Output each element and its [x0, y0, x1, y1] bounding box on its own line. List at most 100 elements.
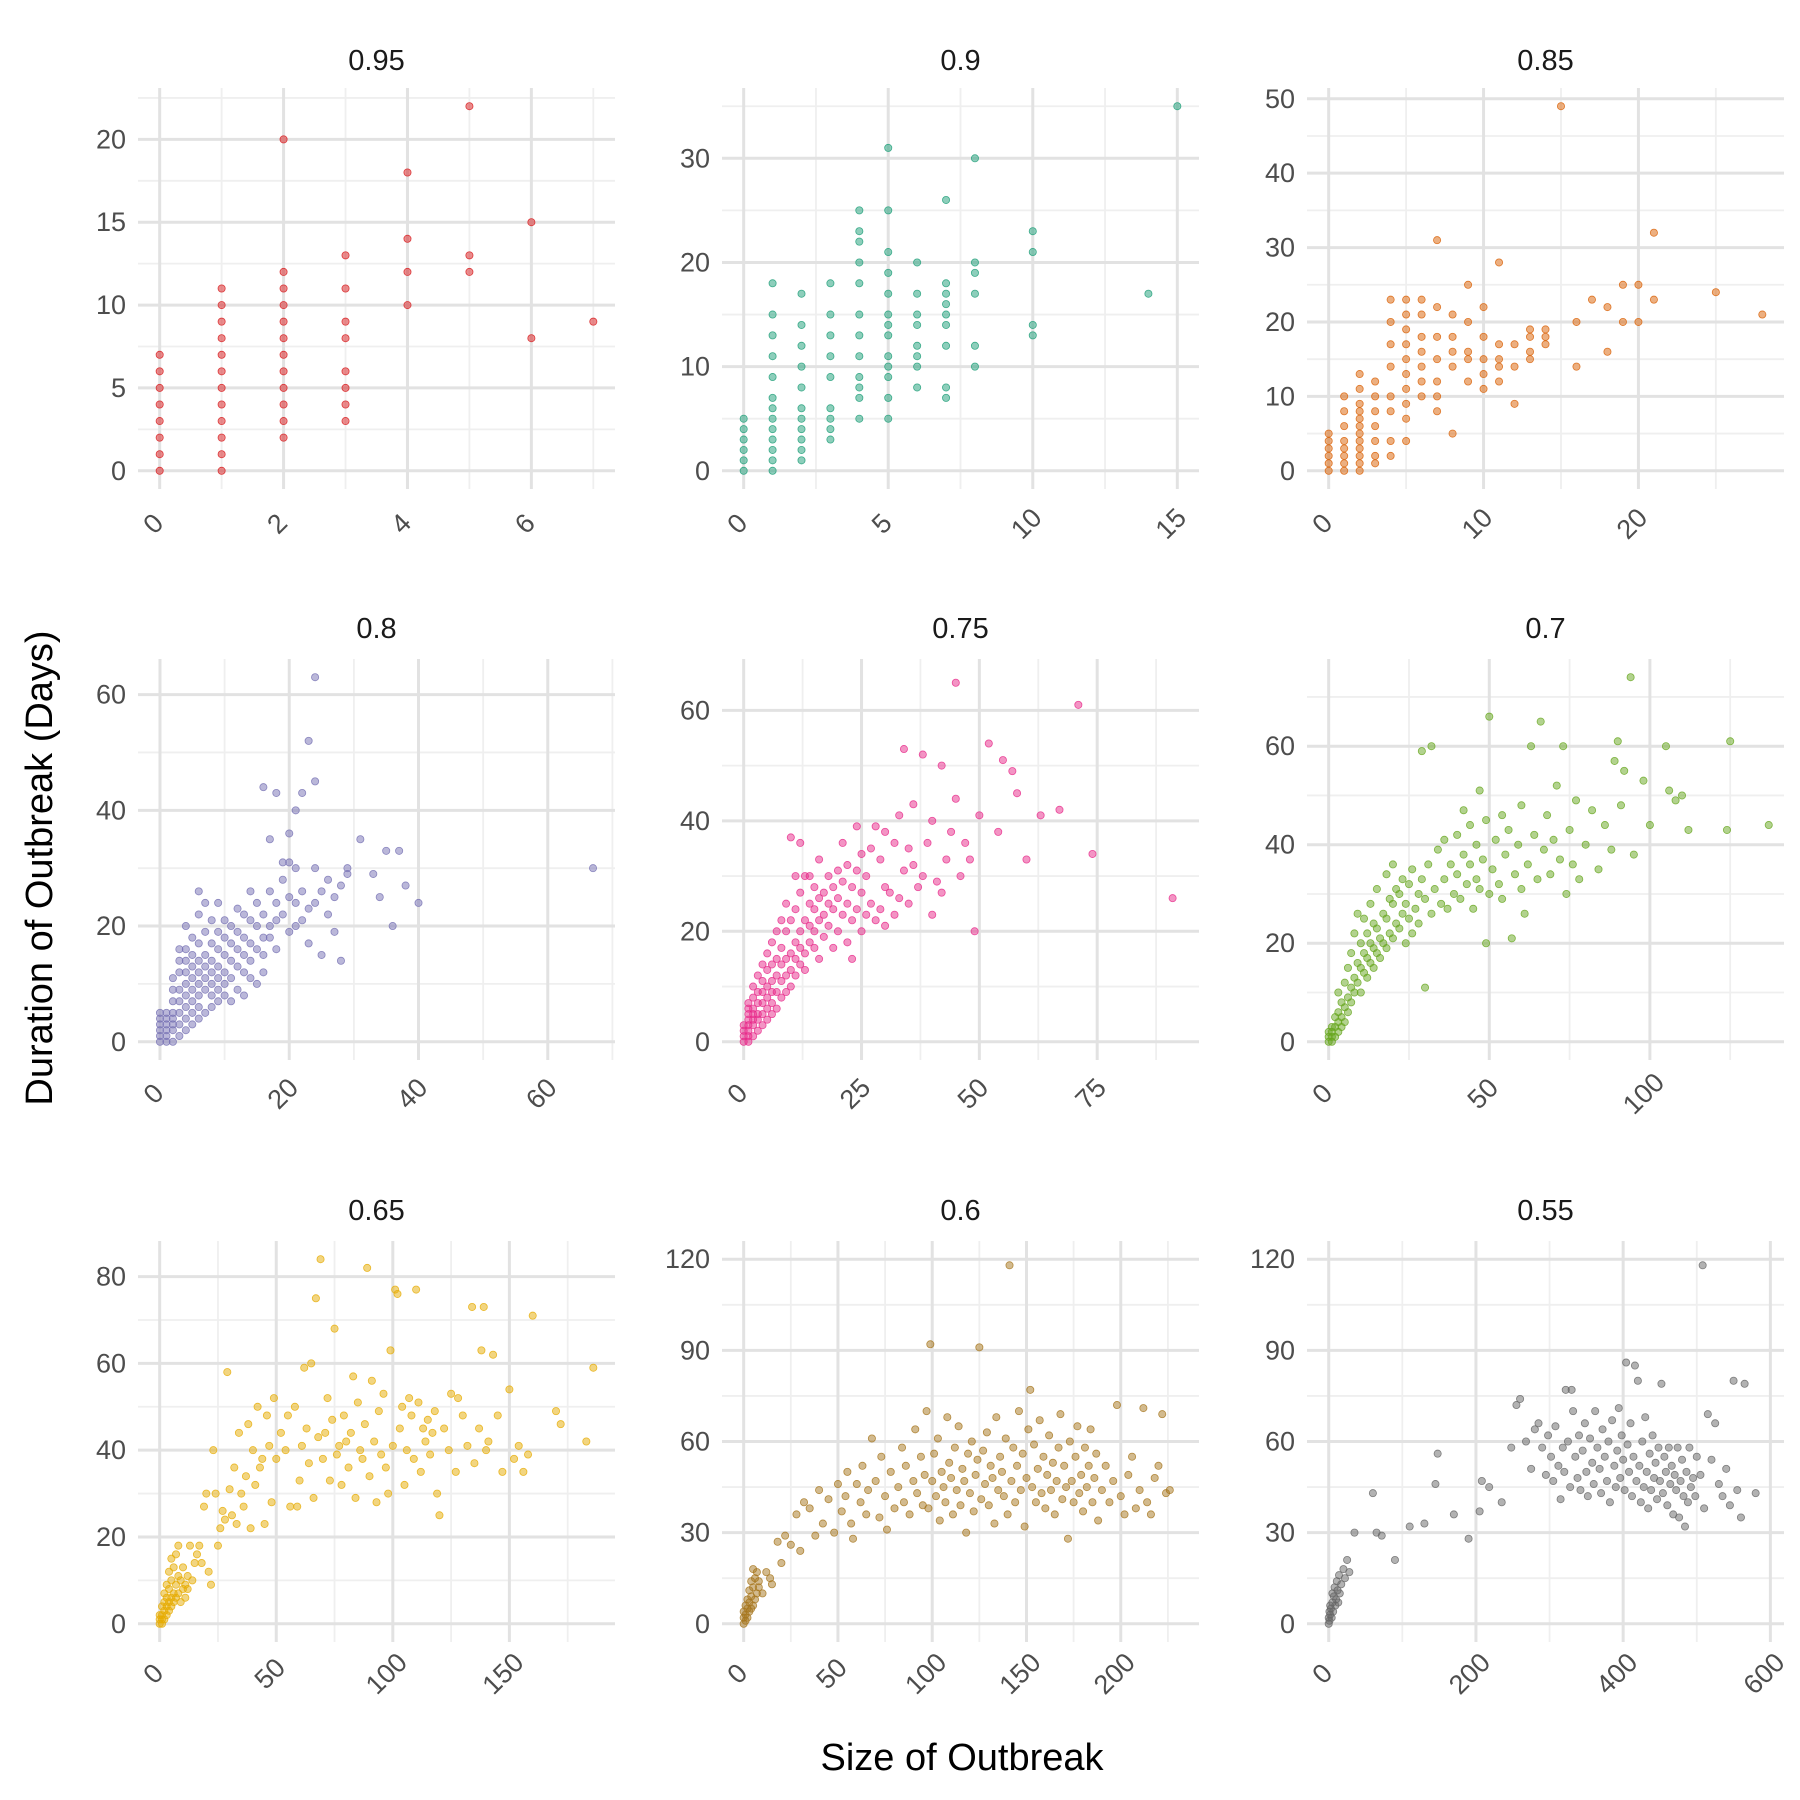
data-point [994, 827, 1003, 836]
data-point [1382, 870, 1391, 879]
data-point [307, 1359, 316, 1368]
data-point [1472, 840, 1481, 849]
data-point [328, 1415, 337, 1424]
data-point [279, 383, 288, 392]
data-point [739, 445, 748, 454]
data-point [265, 922, 274, 931]
data-point [1639, 1483, 1648, 1492]
data-point [197, 1559, 206, 1568]
data-point [244, 1420, 253, 1429]
data-point [1501, 850, 1510, 859]
data-point [1340, 466, 1349, 475]
data-point [304, 1459, 313, 1468]
data-point [916, 1452, 925, 1461]
data-point [382, 846, 391, 855]
data-point [1613, 1446, 1622, 1455]
data-point [791, 938, 800, 947]
y-tick-label: 15 [96, 207, 126, 237]
data-point [155, 350, 164, 359]
data-point [1671, 796, 1680, 805]
data-point [1544, 1431, 1553, 1440]
data-point [217, 301, 226, 310]
y-tick-label: 40 [96, 795, 126, 825]
data-point [388, 922, 397, 931]
data-point [1632, 1476, 1641, 1485]
y-tick-label: 120 [1250, 1244, 1295, 1274]
data-point [258, 1454, 267, 1463]
data-point [754, 1577, 763, 1586]
data-point [909, 800, 918, 809]
data-point [1324, 429, 1333, 438]
data-point [1355, 466, 1364, 475]
x-tick-label: 0 [721, 1078, 753, 1110]
data-point [311, 777, 320, 786]
data-point [768, 414, 777, 423]
data-point [739, 425, 748, 434]
data-point [1382, 944, 1391, 953]
data-point [1417, 875, 1426, 884]
data-point [909, 1476, 918, 1485]
facet-panel-3: 0 10 20 30 40 50 0 10 20 0.85 [1265, 45, 1784, 545]
data-point [791, 954, 800, 963]
data-point [777, 943, 786, 952]
data-point [1479, 384, 1488, 393]
y-tick-label: 40 [680, 806, 710, 836]
data-point [1372, 924, 1381, 933]
data-point [1618, 317, 1627, 326]
data-point [220, 968, 229, 977]
data-point [1437, 899, 1446, 908]
data-point [1578, 1446, 1587, 1455]
y-tick-label: 30 [680, 1518, 710, 1548]
data-point [1388, 860, 1397, 869]
data-point [1475, 786, 1484, 795]
data-point [1453, 830, 1462, 839]
data-point [1680, 1522, 1689, 1531]
data-point [369, 869, 378, 878]
x-tick-label: 25 [834, 1072, 876, 1114]
data-point [1672, 1486, 1681, 1495]
data-point [1736, 1513, 1745, 1522]
y-tick-label: 5 [111, 373, 126, 403]
data-point [341, 367, 350, 376]
data-point [1675, 1513, 1684, 1522]
data-point [1402, 370, 1411, 379]
y-tick-label: 0 [111, 1609, 126, 1639]
data-point [884, 320, 893, 329]
data-point [1036, 811, 1045, 820]
data-point [265, 887, 274, 896]
data-point [1363, 973, 1372, 982]
data-point [1594, 865, 1603, 874]
data-point [970, 362, 979, 371]
data-point [815, 894, 824, 903]
data-point [767, 1580, 776, 1589]
data-point [768, 331, 777, 340]
data-point [1139, 1404, 1148, 1413]
data-point [1510, 870, 1519, 879]
data-point [1033, 1464, 1042, 1473]
data-point [876, 905, 885, 914]
data-point [797, 414, 806, 423]
data-point [767, 938, 776, 947]
data-point [1541, 332, 1550, 341]
x-tick-label: 0 [138, 1078, 170, 1110]
data-point [1094, 1516, 1103, 1525]
data-point [1527, 742, 1536, 751]
data-point [311, 864, 320, 873]
data-point [155, 466, 164, 475]
data-point [1014, 1407, 1023, 1416]
data-point [346, 1428, 355, 1437]
data-point [218, 1506, 227, 1515]
data-point [323, 1394, 332, 1403]
data-point [1334, 1598, 1343, 1607]
data-point [855, 279, 864, 288]
data-point [973, 1455, 982, 1464]
data-point [1491, 835, 1500, 844]
data-point [1495, 355, 1504, 364]
data-point [1547, 1452, 1556, 1461]
data-point [986, 1461, 995, 1470]
x-tick-label: 50 [952, 1072, 994, 1114]
data-point [855, 373, 864, 382]
data-point [201, 898, 210, 907]
data-point [1009, 1443, 1018, 1452]
data-point [781, 1531, 790, 1540]
